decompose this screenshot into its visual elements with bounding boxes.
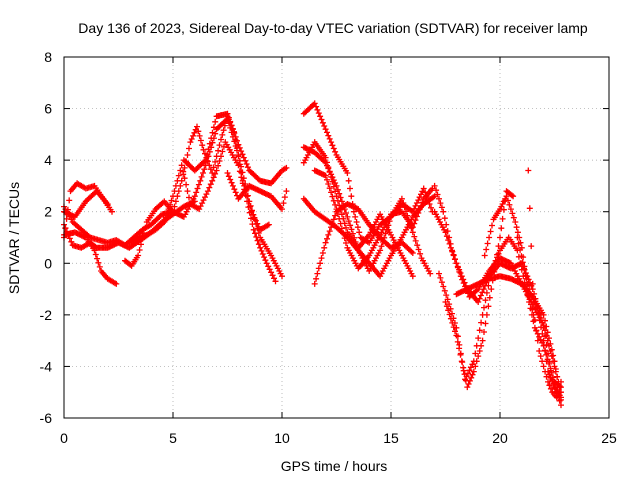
data-series <box>300 193 438 280</box>
y-tick-label: 8 <box>44 49 52 65</box>
x-tick-label: 5 <box>169 430 177 446</box>
data-point-markers <box>453 273 564 403</box>
data-series <box>442 188 517 391</box>
data-series <box>436 234 564 391</box>
y-tick-label: -2 <box>40 307 53 323</box>
chart-title: Day 136 of 2023, Sidereal Day-to-day VTE… <box>78 20 588 36</box>
data-point-markers <box>126 139 279 285</box>
x-tick-label: 0 <box>60 430 68 446</box>
x-tick-label: 15 <box>383 430 399 446</box>
data-series <box>453 273 564 403</box>
data-point-markers <box>514 234 564 401</box>
x-axis-label: GPS time / hours <box>281 458 388 474</box>
x-tick-label: 25 <box>601 430 617 446</box>
data-point-markers <box>224 170 290 213</box>
data-series <box>126 139 279 285</box>
x-tick-label: 20 <box>492 430 508 446</box>
y-tick-label: 6 <box>44 101 52 117</box>
data-point-markers <box>525 167 564 401</box>
data-series <box>525 167 564 401</box>
data-series <box>180 110 290 187</box>
y-tick-label: 4 <box>44 152 52 168</box>
y-tick-label: 2 <box>44 204 52 220</box>
x-tick-label: 10 <box>274 430 290 446</box>
y-tick-label: 0 <box>44 255 52 271</box>
y-tick-label: -6 <box>40 410 53 426</box>
y-axis-label: SDTVAR / TECUs <box>6 182 22 294</box>
y-tick-label: -4 <box>40 358 53 374</box>
data-point-markers <box>300 193 438 280</box>
data-point-markers <box>180 110 290 187</box>
data-point-markers <box>436 234 564 391</box>
data-point-markers <box>442 188 517 391</box>
data-points <box>61 100 564 409</box>
plot-frame <box>63 56 610 419</box>
data-series <box>224 170 290 213</box>
data-series <box>514 234 564 401</box>
